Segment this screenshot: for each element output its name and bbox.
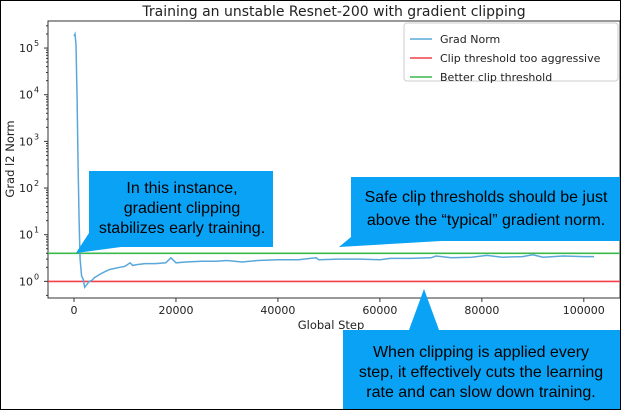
y-axis-label: Grad l2 Norm xyxy=(3,120,17,197)
y-tick-exponent: 3 xyxy=(34,132,39,141)
y-tick-exponent: 5 xyxy=(34,39,39,48)
x-tick-label: 80000 xyxy=(464,304,499,317)
series-line-grad-norm xyxy=(73,31,594,289)
x-tick-label: 20000 xyxy=(158,304,193,317)
y-tick-exponent: 4 xyxy=(34,86,39,95)
callout-3: When clipping is applied every step, it e… xyxy=(343,289,620,409)
chart-title: Training an unstable Resnet-200 with gra… xyxy=(141,4,525,20)
callout-text-line: rate and can slow down training. xyxy=(366,384,595,401)
y-tick-label: 10 xyxy=(19,275,33,288)
y-tick-label: 10 xyxy=(19,135,33,148)
y-tick-label: 10 xyxy=(19,42,33,55)
callout-text-line: When clipping is applied every xyxy=(373,344,589,361)
callout-text-line: step, it effectively cuts the learning xyxy=(359,364,603,381)
x-tick-label: 0 xyxy=(71,304,78,317)
y-tick-exponent: 1 xyxy=(34,226,39,235)
y-tick-exponent: 0 xyxy=(34,272,39,281)
callout-text-line: stabilizes early training. xyxy=(99,220,265,237)
x-tick-label: 60000 xyxy=(362,304,397,317)
callout-box xyxy=(76,171,273,253)
callout-text-line: above the “typical” gradient norm. xyxy=(367,212,605,229)
legend: Grad Norm Clip threshold too aggressive Be… xyxy=(403,22,619,84)
x-tick-label: 40000 xyxy=(260,304,295,317)
legend-label: Clip threshold too aggressive xyxy=(440,52,601,65)
y-tick-label: 10 xyxy=(19,182,33,195)
legend-label: Better clip threshold xyxy=(440,71,552,84)
x-axis-label: Global Step xyxy=(298,318,365,332)
x-tick-label: 100000 xyxy=(563,304,605,317)
callout-2: Safe clip thresholds should be just above… xyxy=(339,177,620,247)
y-tick-label: 10 xyxy=(19,89,33,102)
legend-label: Grad Norm xyxy=(440,33,500,46)
y-tick-label: 10 xyxy=(19,229,33,242)
callout-text-line: Safe clip thresholds should be just xyxy=(365,189,608,206)
callout-text-line: gradient clipping xyxy=(124,200,241,217)
callout-box xyxy=(343,289,620,409)
callout-box xyxy=(339,177,620,247)
y-tick-exponent: 2 xyxy=(34,179,39,188)
callout-1: In this instance, gradient clipping stabil… xyxy=(76,171,273,253)
callout-text-line: In this instance, xyxy=(126,180,237,197)
